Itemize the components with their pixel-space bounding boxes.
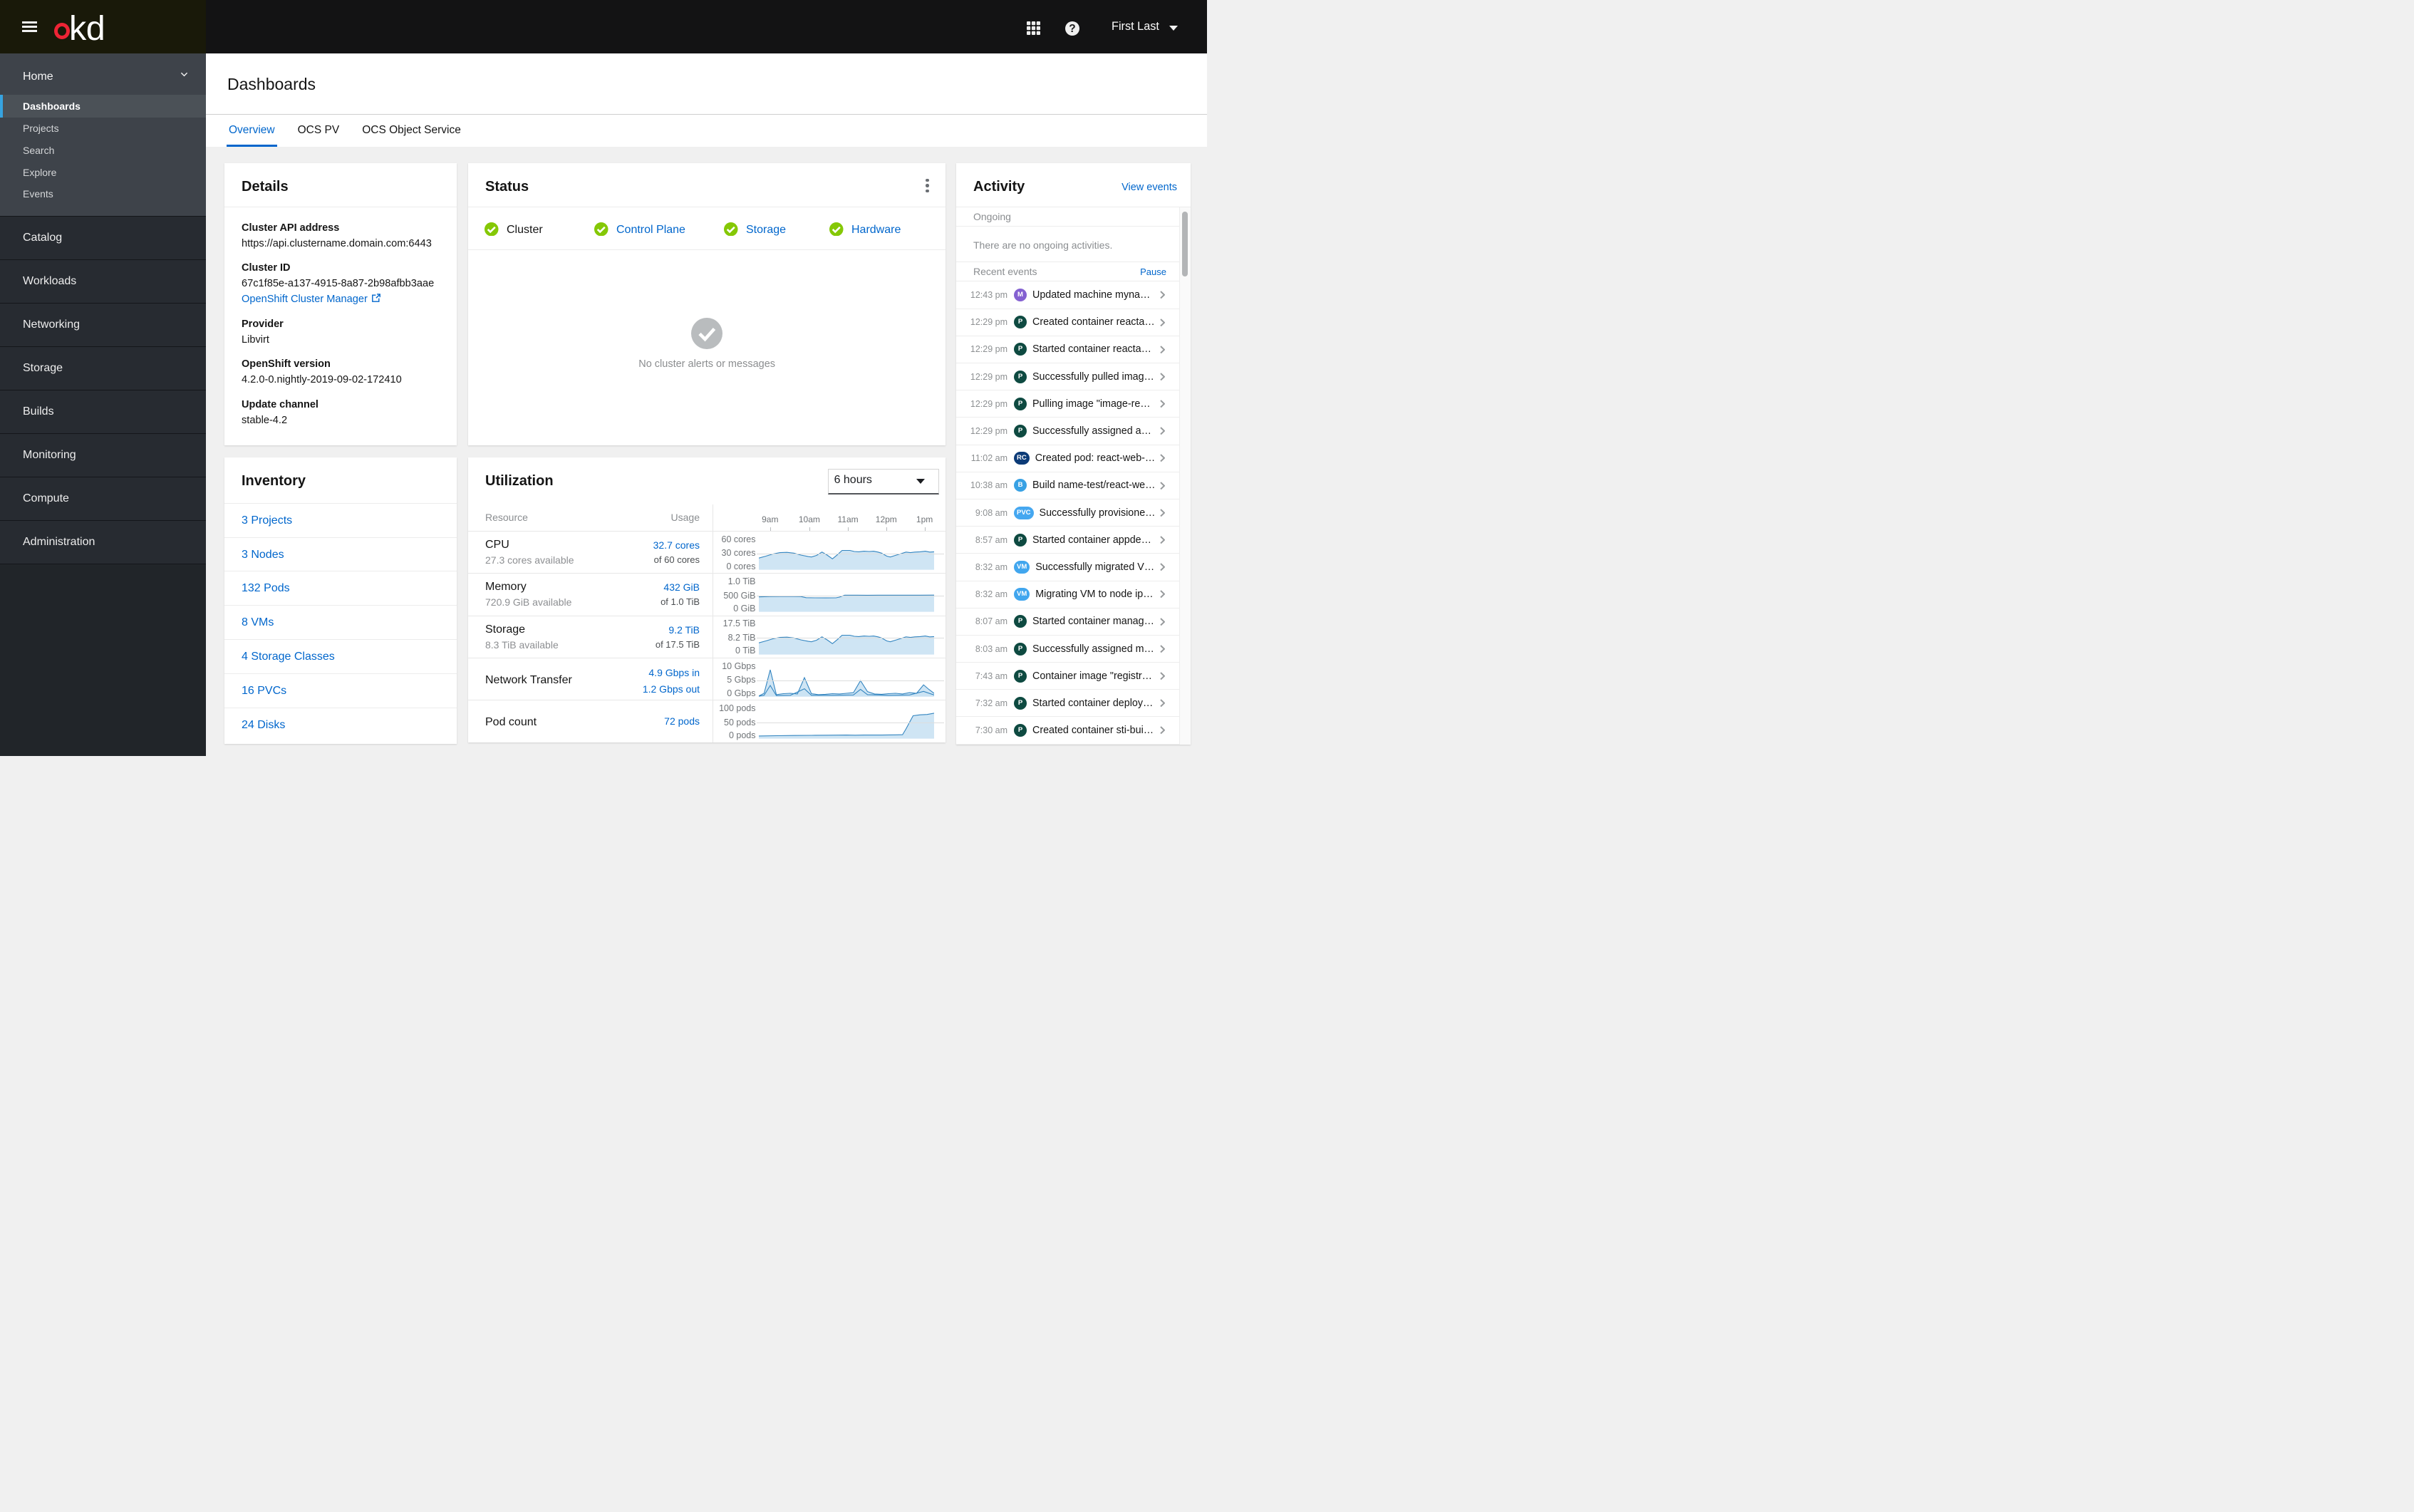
svg-text:?: ?	[1069, 23, 1075, 35]
